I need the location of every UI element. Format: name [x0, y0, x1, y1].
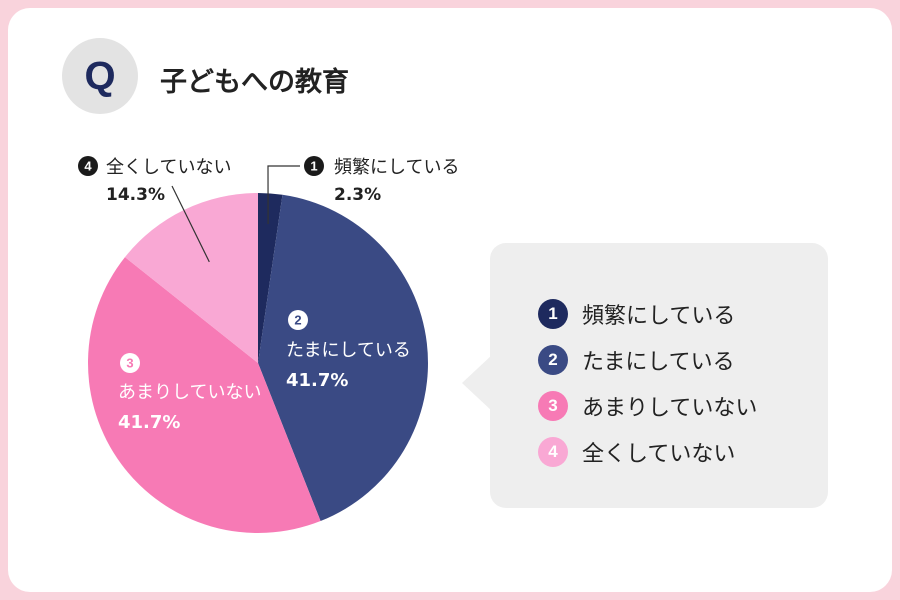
pie-slice-4	[124, 193, 259, 363]
slice-2-label: たまにしている	[286, 340, 411, 361]
question-badge-label: Q	[84, 53, 116, 98]
legend-item-4: 4 全くしていない	[538, 429, 757, 475]
slice-1-value: 2.3%	[334, 185, 381, 205]
legend-item-3: 3 あまりしていない	[538, 383, 757, 429]
legend-label: 頻繁にしている	[582, 304, 736, 329]
chart-title: 子どもへの教育	[160, 67, 349, 98]
legend-list: 1 頻繁にしている 2 たまにしている 3 あまりしていない 4 全くしていない	[538, 291, 757, 475]
question-badge: Q	[62, 38, 138, 114]
legend-pointer	[462, 355, 492, 411]
legend: 1 頻繁にしている 2 たまにしている 3 あまりしていない 4 全くしていない	[490, 243, 828, 508]
pie-slice-1	[258, 193, 283, 363]
slice-3-label: あまりしていない	[118, 382, 261, 403]
legend-number-badge: 4	[538, 437, 568, 467]
pie-slice-2	[258, 194, 428, 522]
legend-label: たまにしている	[582, 350, 735, 375]
slice-3-value: 41.7%	[118, 412, 180, 433]
slice-1-label: 頻繁にしている	[334, 157, 459, 178]
slice-2-badge-number: 2	[294, 313, 301, 328]
slice-3-badge-number: 3	[126, 356, 133, 371]
slice-2-badge-circle	[288, 310, 308, 330]
slice-1-badge-circle	[304, 156, 324, 176]
legend-item-2: 2 たまにしている	[538, 337, 757, 383]
legend-label: 全くしていない	[582, 442, 736, 467]
slice-4-badge-number: 4	[84, 159, 92, 174]
legend-label: あまりしていない	[582, 396, 758, 421]
legend-number-badge: 1	[538, 299, 568, 329]
leader-line-4	[171, 185, 210, 263]
slice-4-value: 14.3%	[106, 185, 165, 205]
slice-4-badge-circle	[78, 156, 98, 176]
legend-item-1: 1 頻繁にしている	[538, 291, 757, 337]
slice-4-label: 全くしていない	[106, 157, 231, 178]
leader-line-1	[267, 165, 300, 225]
legend-number-badge: 3	[538, 391, 568, 421]
slice-2-value: 41.7%	[286, 370, 348, 391]
legend-number-badge: 2	[538, 345, 568, 375]
slice-1-badge-number: 1	[310, 159, 317, 174]
pie-slice-3	[88, 257, 321, 533]
slice-3-badge-circle	[120, 353, 140, 373]
